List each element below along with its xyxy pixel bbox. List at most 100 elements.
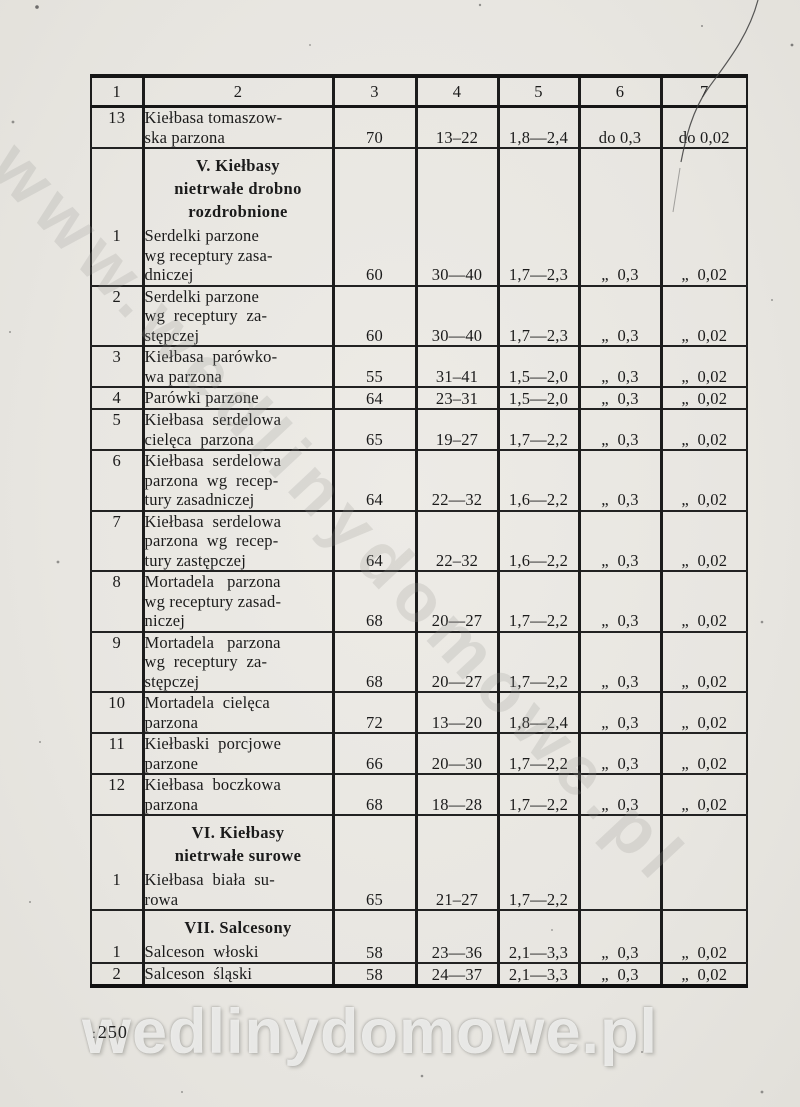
value-cell-col6: „ 0,3 <box>577 387 661 410</box>
product-name-cell: Mortadela parzona wg receptury za-stępcze… <box>141 631 333 693</box>
product-name-line: wa parzona <box>144 366 223 386</box>
product-name-line: wg receptury za- <box>144 306 268 325</box>
value-cell-col7: „ 0,02 <box>659 631 747 693</box>
value-cell-col7: „ 0,02 <box>659 774 747 816</box>
column-header: 4 <box>414 76 498 108</box>
value-cell-col5: 1,7—2,2 <box>496 631 579 693</box>
value-cell-col4: 18—28 <box>414 774 498 816</box>
value-cell-col4: 22—32 <box>414 450 498 512</box>
value-cell-col3: 70 <box>331 106 416 149</box>
row-number-cell: 13 <box>91 106 143 149</box>
section-title-cell: VII. Salcesony <box>141 910 333 942</box>
value-cell-col4: 24—37 <box>414 963 498 986</box>
table-row: 10 Mortadela cielęca parzona 72 13—20 1,8—2,4… <box>91 692 747 734</box>
value-cell-col6 <box>577 910 661 942</box>
value-cell-col7: „ 0,02 <box>659 571 747 633</box>
value-cell-col6: „ 0,3 <box>577 285 661 347</box>
table-row: 11 Kiełbaski porcjowe parzone 66 20—30 1,7—2,… <box>91 733 747 775</box>
product-name-line: stępczej <box>144 671 200 691</box>
row-number-cell: 2 <box>112 964 121 983</box>
value-cell-col3: 60 <box>331 226 416 287</box>
value-cell-col5 <box>496 815 579 870</box>
value-cell-col6: „ 0,3 <box>577 733 661 775</box>
value-cell-col7: „ 0,02 <box>659 510 747 572</box>
value-cell-col5: 1,7—2,2 <box>496 409 579 451</box>
value-cell-col3: 72 <box>331 692 416 734</box>
value-cell-col5 <box>496 910 579 942</box>
column-header: 5 <box>496 76 579 108</box>
product-name-line: Serdelki parzone <box>144 286 260 306</box>
row-number-cell: 10 <box>91 692 143 734</box>
table-row: 13 Kiełbasa tomaszow-ska parzona 70 13–22 1,… <box>91 106 747 149</box>
value-cell-col7 <box>659 148 747 226</box>
value-cell-col7: „ 0,02 <box>659 285 747 347</box>
value-cell-col5: 2,1—3,3 <box>496 942 579 964</box>
value-cell-col4: 30—40 <box>414 226 498 287</box>
value-cell-col3: 64 <box>331 450 416 512</box>
product-name-line: wg receptury za- <box>144 652 268 671</box>
value-cell-col3 <box>331 815 416 870</box>
value-cell-col6: „ 0,3 <box>577 346 661 388</box>
value-cell-col5: 1,5—2,0 <box>496 346 579 388</box>
table-row: 4 Parówki parzone 64 23–31 1,5—2,0 „ 0,3 „ 0,0… <box>91 387 747 410</box>
section-title-line: V. Kiełbasy <box>196 156 280 175</box>
value-cell-col5: 1,6—2,2 <box>496 510 579 572</box>
table-row: 1 Salceson włoski 58 23—36 2,1—3,3 „ 0,3 „ 0,0… <box>91 942 747 964</box>
value-cell-col4: 23—36 <box>414 942 498 964</box>
value-cell-col7 <box>659 815 747 870</box>
value-cell-col6: „ 0,3 <box>577 631 661 693</box>
value-cell-col5: 1,7—2,3 <box>496 285 579 347</box>
product-name-line: Salceson śląski <box>144 964 253 983</box>
value-cell-col7: „ 0,02 <box>659 733 747 775</box>
product-name-line: Kiełbasa boczkowa <box>144 775 281 794</box>
value-cell-col7: „ 0,02 <box>659 692 747 734</box>
section-title-line: nietrwałe drobno <box>174 179 302 198</box>
value-cell-col7: do 0,02 <box>659 106 747 149</box>
product-name-cell: Kiełbasa serdelowa cielęca parzona <box>141 409 333 451</box>
column-header: 1 <box>91 76 143 108</box>
value-cell-col6: „ 0,3 <box>577 409 661 451</box>
product-name-line: Mortadela parzona <box>144 572 281 591</box>
value-cell-col7: „ 0,02 <box>659 346 747 388</box>
product-name-cell: Kiełbasa serdelowa parzona wg recep-tury … <box>141 450 333 512</box>
value-cell-col6 <box>577 148 661 226</box>
product-name-line: Kiełbasa serdelowa <box>144 511 282 531</box>
product-name-line: Kiełbaski porcjowe <box>144 734 282 753</box>
section-title-cell: VI. Kiełbasy nietrwałe surowe <box>141 815 333 870</box>
product-name-cell: Serdelki parzone wg receptury zasa-dnicze… <box>141 226 333 287</box>
product-name-line: parzona wg recep- <box>144 531 279 550</box>
product-name-line: tury zastępczej <box>144 550 246 570</box>
section-title-cell: V. Kiełbasy nietrwałe drobno rozdrobnione <box>141 148 333 226</box>
product-name-line: wg receptury zasad- <box>144 591 282 611</box>
product-name-cell: Mortadela parzona wg receptury zasad-nicz… <box>141 571 333 633</box>
value-cell-col3: 65 <box>331 870 416 911</box>
product-name-line: ska parzona <box>144 127 226 147</box>
value-cell-col7 <box>659 870 747 911</box>
value-cell-col3: 66 <box>331 733 416 775</box>
value-cell-col3: 60 <box>331 285 416 347</box>
value-cell-col5: 1,7—2,2 <box>496 571 579 633</box>
column-header: 3 <box>331 76 416 108</box>
row-number-cell: 8 <box>91 571 143 633</box>
product-name-line: dniczej <box>144 265 194 284</box>
value-cell-col7: „ 0,02 <box>659 942 747 964</box>
value-cell-col6: „ 0,3 <box>577 692 661 734</box>
value-cell-col6 <box>577 870 661 911</box>
column-header: 7 <box>659 76 747 108</box>
value-cell-col3 <box>331 910 416 942</box>
row-number-cell: 9 <box>91 631 143 693</box>
value-cell-col4 <box>414 910 498 942</box>
product-name-line: parzona <box>144 794 199 814</box>
bottom-watermark: wedlinydomowe.pl <box>82 997 659 1067</box>
product-name-line: Kiełbasa parówko- <box>144 347 278 366</box>
value-cell-col7: „ 0,02 <box>659 226 747 287</box>
page-number: 250 <box>92 1022 128 1043</box>
table-row: 7 Kiełbasa serdelowa parzona wg recep-tury… <box>91 510 747 572</box>
section-title-line: rozdrobnione <box>188 202 288 221</box>
value-cell-col5: 1,7—2,3 <box>496 226 579 287</box>
value-cell-col4: 30—40 <box>414 285 498 347</box>
row-number-cell: 1 <box>91 226 143 287</box>
